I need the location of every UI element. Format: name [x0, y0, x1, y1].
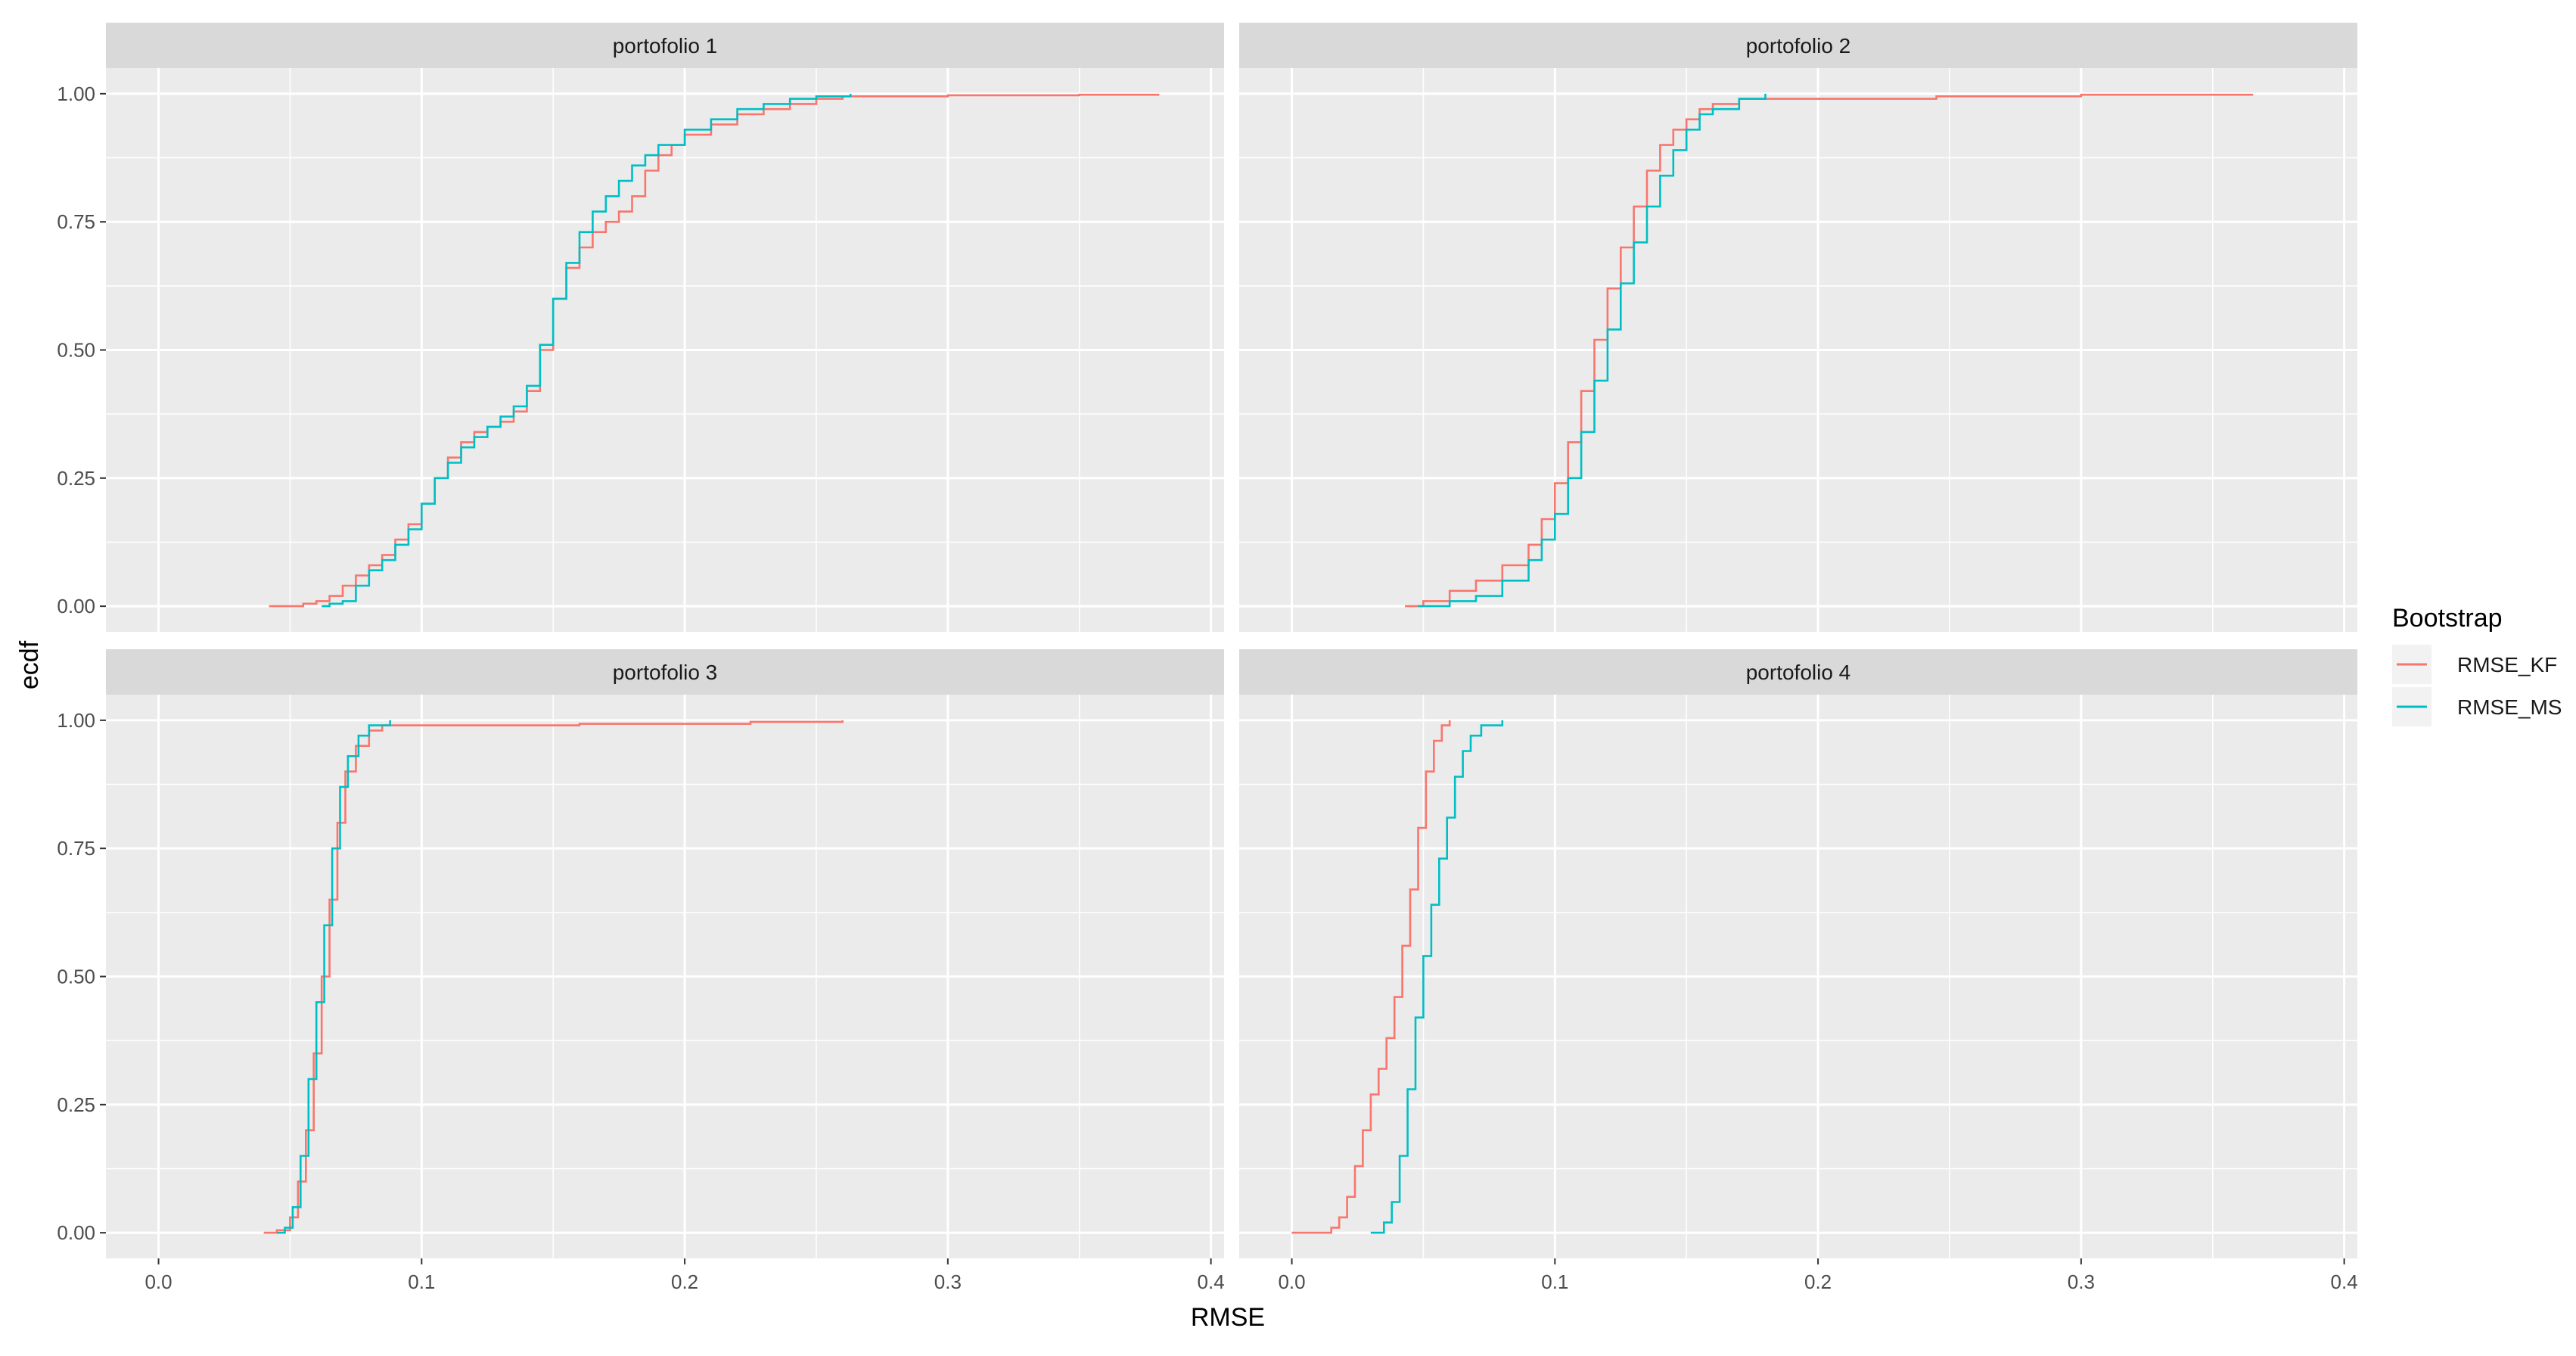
- x-tick-label: 0.4: [1198, 1270, 1225, 1293]
- legend-title: Bootstrap: [2392, 604, 2503, 633]
- panel-title: portofolio 4: [1746, 661, 1851, 684]
- x-tick-label: 0.3: [934, 1270, 962, 1293]
- legend-items: RMSE_KF RMSE_MS: [2392, 645, 2562, 726]
- panel-strip: [106, 649, 1224, 695]
- y-tick-label: 0.00: [57, 1221, 95, 1244]
- panel-strip: [1239, 649, 2357, 695]
- panel-title: portofolio 2: [1746, 34, 1851, 58]
- y-tick-label: 0.50: [57, 339, 95, 362]
- panel-title: portofolio 1: [613, 34, 718, 58]
- x-tick-label: 0.3: [2068, 1270, 2095, 1293]
- x-tick-label: 0.0: [144, 1270, 172, 1293]
- panel-strip: [1239, 23, 2357, 68]
- y-tick-label: 1.00: [57, 709, 95, 732]
- y-tick-label: 0.75: [57, 210, 95, 233]
- x-tick-label: 0.0: [1278, 1270, 1305, 1293]
- series-line-rmse-ms: [1418, 93, 1767, 608]
- y-tick-label: 0.75: [57, 837, 95, 860]
- x-axis-title: RMSE: [1191, 1303, 1265, 1332]
- x-tick-label: 0.1: [1541, 1270, 1568, 1293]
- panel-strip: [106, 23, 1224, 68]
- panels-layer: portofolio 1 0.00 0.25 0.50 0.75 1.00 portofol…: [57, 23, 2358, 1293]
- series-line-rmse-ms: [1370, 720, 1504, 1234]
- series-line-rmse-ms: [277, 720, 391, 1234]
- x-tick-label: 0.1: [408, 1270, 435, 1293]
- y-tick-label: 1.00: [57, 82, 95, 105]
- y-tick-label: 0.25: [57, 467, 95, 490]
- legend: Bootstrap RMSE_KF RMSE_MS: [2392, 604, 2562, 726]
- x-tick-label: 0.2: [671, 1270, 698, 1293]
- series-line-rmse-ms: [322, 93, 852, 608]
- legend-label: RMSE_KF: [2457, 653, 2557, 676]
- y-tick-label: 0.50: [57, 966, 95, 988]
- series-line-rmse-kf: [269, 93, 1160, 608]
- series-line-rmse-kf: [263, 720, 844, 1234]
- x-tick-label: 0.4: [2331, 1270, 2358, 1293]
- legend-label: RMSE_MS: [2457, 695, 2562, 719]
- y-tick-label: 0.25: [57, 1093, 95, 1116]
- panel-title: portofolio 3: [613, 661, 718, 684]
- y-axis-title: ecdf: [15, 640, 44, 689]
- x-tick-label: 0.2: [1804, 1270, 1832, 1293]
- series-line-rmse-kf: [1291, 720, 1451, 1234]
- y-tick-label: 0.00: [57, 595, 95, 617]
